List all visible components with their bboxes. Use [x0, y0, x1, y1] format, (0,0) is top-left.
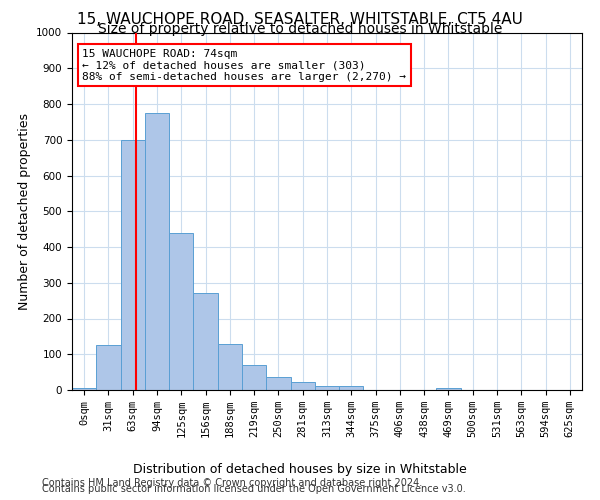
- Bar: [266, 377, 290, 390]
- Text: 15 WAUCHOPE ROAD: 74sqm
← 12% of detached houses are smaller (303)
88% of semi-d: 15 WAUCHOPE ROAD: 74sqm ← 12% of detache…: [82, 48, 406, 82]
- Text: Distribution of detached houses by size in Whitstable: Distribution of detached houses by size …: [133, 462, 467, 475]
- Bar: [72, 388, 96, 390]
- Text: 15, WAUCHOPE ROAD, SEASALTER, WHITSTABLE, CT5 4AU: 15, WAUCHOPE ROAD, SEASALTER, WHITSTABLE…: [77, 12, 523, 28]
- Bar: [121, 140, 145, 390]
- Bar: [339, 386, 364, 390]
- Text: Contains HM Land Registry data © Crown copyright and database right 2024.: Contains HM Land Registry data © Crown c…: [42, 478, 422, 488]
- Text: Size of property relative to detached houses in Whitstable: Size of property relative to detached ho…: [98, 22, 502, 36]
- Bar: [96, 346, 121, 390]
- Bar: [145, 113, 169, 390]
- Bar: [315, 386, 339, 390]
- Y-axis label: Number of detached properties: Number of detached properties: [17, 113, 31, 310]
- Bar: [242, 365, 266, 390]
- Bar: [169, 232, 193, 390]
- Bar: [218, 344, 242, 390]
- Text: Contains public sector information licensed under the Open Government Licence v3: Contains public sector information licen…: [42, 484, 466, 494]
- Bar: [290, 382, 315, 390]
- Bar: [436, 388, 461, 390]
- Bar: [193, 294, 218, 390]
